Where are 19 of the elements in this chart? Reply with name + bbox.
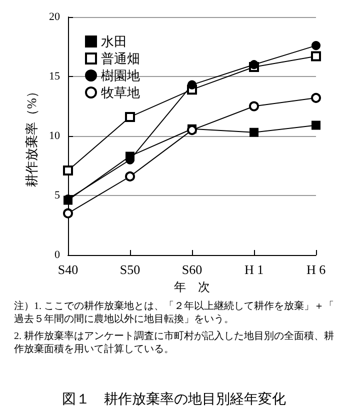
text: 注）1. ここでの耕作放棄地とは、「２年以上継続して耕作を放棄」＋「過去５年間の間に農地以外に地目転換」をいう。 <box>14 300 334 325</box>
legend-label: 水田 <box>101 34 127 49</box>
legend-label: 牧草地 <box>101 85 140 100</box>
legend-label: 普通畑 <box>101 51 140 66</box>
x-tick-label: S50 <box>120 262 140 277</box>
x-tick-label: S40 <box>58 262 78 277</box>
text: 2. 耕作放棄率はアンケート調査に市町村が記入した地目別の全面積、耕作放棄面積を用いて計算している。 <box>13 330 334 355</box>
x-tick-label: S60 <box>182 262 202 277</box>
y-tick-label: 0 <box>54 249 60 261</box>
x-tick-label: H 1 <box>244 262 264 277</box>
y-axis-title: 耕作放棄率（%） <box>24 85 39 187</box>
y-tick-label: 20 <box>49 11 60 23</box>
y-tick-label: 15 <box>49 70 60 82</box>
x-axis-title: 年 次 <box>174 280 210 294</box>
y-tick-label: 5 <box>54 190 60 202</box>
text: 図１ 耕作放棄率の地目別経年変化 <box>62 392 286 408</box>
legend-label: 樹園地 <box>101 68 140 83</box>
x-tick-label: H 6 <box>306 262 326 277</box>
y-tick-label: 10 <box>49 130 60 142</box>
